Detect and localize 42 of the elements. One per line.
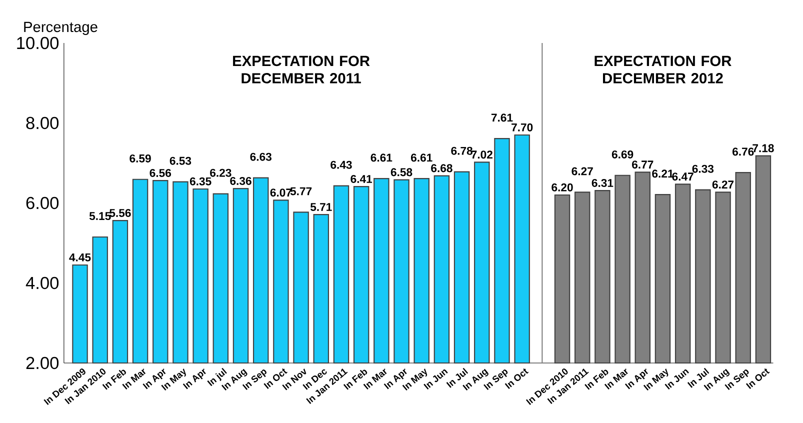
- data-label: 6.56: [150, 168, 172, 177]
- data-label: 6.33: [692, 164, 714, 173]
- data-label: 6.36: [230, 176, 252, 185]
- data-label: 6.27: [712, 180, 734, 189]
- data-label: 6.58: [390, 168, 412, 176]
- y-tick-label: 8.00: [26, 116, 59, 130]
- data-label: 5.71: [310, 203, 332, 211]
- data-label: 6.35: [190, 177, 212, 186]
- data-label: 6.21: [652, 170, 674, 178]
- y-tick-label: 4.00: [26, 276, 59, 290]
- data-label: 6.53: [170, 156, 192, 165]
- annotation: EXPECTATION FOR DECEMBER 2012: [594, 56, 732, 84]
- data-label: 6.47: [672, 172, 694, 181]
- data-label: 5.56: [110, 208, 131, 217]
- data-label: 6.43: [330, 160, 352, 169]
- data-label: 6.77: [632, 160, 654, 169]
- data-label: 6.59: [130, 154, 151, 162]
- data-label: 7.61: [491, 114, 513, 122]
- data-label: 7.18: [752, 144, 774, 152]
- data-label: 6.20: [552, 183, 573, 192]
- annotation: EXPECTATION FOR DECEMBER 2011: [233, 56, 370, 84]
- data-label: 6.61: [370, 154, 392, 162]
- data-label: 6.41: [350, 174, 372, 183]
- data-label: 6.63: [250, 152, 272, 161]
- data-label: 6.69: [612, 150, 634, 158]
- y-tick-label: 2.00: [26, 356, 59, 370]
- y-tick-label: 6.00: [26, 196, 59, 210]
- data-label: 5.15: [89, 212, 111, 220]
- data-label: 6.76: [732, 148, 754, 156]
- data-label: 6.07: [270, 188, 292, 197]
- data-label: 6.27: [572, 167, 593, 176]
- data-label: 6.31: [592, 178, 614, 187]
- data-label: 7.02: [471, 150, 492, 159]
- data-label: 6.61: [411, 154, 432, 162]
- y-tick-label: 10.00: [17, 36, 59, 50]
- data-label: 5.77: [290, 187, 312, 196]
- data-label: 6.23: [210, 168, 232, 177]
- y-axis-title: Percentage: [24, 22, 98, 35]
- data-label: 4.45: [69, 253, 91, 262]
- data-label: 6.78: [451, 146, 472, 155]
- data-label: 7.70: [512, 123, 533, 132]
- data-label: 6.68: [431, 164, 452, 172]
